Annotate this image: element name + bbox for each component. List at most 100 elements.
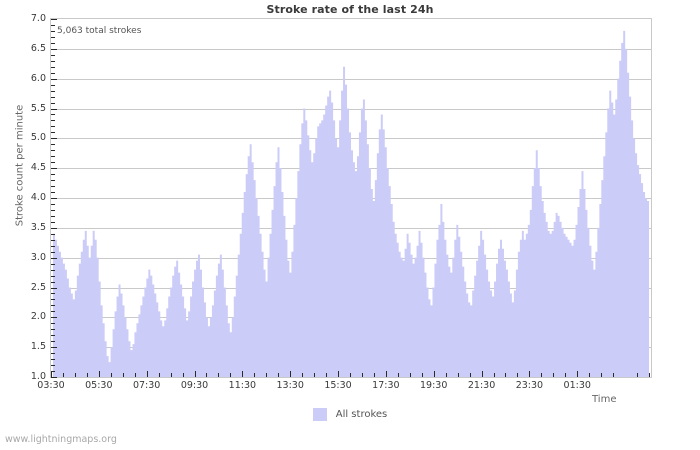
y-tick-minor <box>51 305 55 307</box>
x-tick-minor <box>445 373 447 377</box>
x-tick-minor <box>122 373 124 377</box>
x-tick-minor <box>517 373 519 377</box>
y-tick-minor <box>51 114 55 116</box>
legend-color-swatch <box>312 408 327 421</box>
x-tick-minor <box>601 373 603 377</box>
x-tick-minor <box>541 373 543 377</box>
y-tick-major <box>51 287 57 289</box>
y-tick-major <box>51 78 57 80</box>
y-axis-tick-label: 1.5 <box>30 341 46 353</box>
y-tick-minor <box>51 102 55 104</box>
y-tick-minor <box>51 341 55 343</box>
x-tick-minor <box>565 373 567 377</box>
y-tick-minor <box>51 186 55 188</box>
y-axis-tick-label: 4.0 <box>30 192 46 203</box>
y-tick-minor <box>51 126 55 128</box>
y-tick-minor <box>51 359 55 361</box>
x-axis-tick-label: 15:30 <box>324 380 352 391</box>
y-axis-tick-label: 5.0 <box>30 132 46 144</box>
y-tick-major <box>51 317 57 319</box>
legend-item-all-strokes: All strokes <box>312 408 387 421</box>
x-tick-minor <box>493 373 495 377</box>
y-tick-minor <box>51 269 55 271</box>
x-tick-minor <box>397 373 399 377</box>
x-tick-minor <box>134 373 136 377</box>
y-tick-minor <box>51 371 55 373</box>
x-tick-major <box>481 371 483 377</box>
x-axis-tick-label: 09:30 <box>180 380 209 391</box>
x-tick-minor <box>637 373 639 377</box>
x-axis-tick-label: 03:30 <box>37 380 65 391</box>
x-tick-major <box>242 371 244 377</box>
x-tick-minor <box>62 373 64 377</box>
y-tick-minor <box>51 162 55 164</box>
y-tick-minor <box>51 60 55 62</box>
gridline <box>51 78 651 80</box>
y-tick-major <box>51 257 57 259</box>
x-tick-minor <box>373 373 375 377</box>
y-tick-minor <box>51 132 55 134</box>
x-axis-tick-label: 07:30 <box>132 380 161 391</box>
y-tick-minor <box>51 72 55 74</box>
y-tick-minor <box>51 84 55 86</box>
y-axis-title: Stroke count per minute <box>14 104 26 227</box>
x-tick-major <box>577 371 579 377</box>
x-tick-minor <box>589 373 591 377</box>
chart-title: Stroke rate of the last 24h <box>266 3 434 16</box>
x-tick-minor <box>553 373 555 377</box>
y-tick-minor <box>51 275 55 277</box>
x-axis-title: Time <box>592 394 617 405</box>
y-tick-minor <box>51 215 55 217</box>
y-tick-minor <box>51 281 55 283</box>
y-tick-minor <box>51 329 55 331</box>
chart-legend: All strokes <box>0 408 700 424</box>
x-tick-minor <box>278 373 280 377</box>
y-tick-minor <box>51 66 55 68</box>
y-axis-tick-label: 5.5 <box>30 102 46 114</box>
y-tick-minor <box>51 221 55 223</box>
y-tick-minor <box>51 24 55 26</box>
y-tick-minor <box>51 353 55 355</box>
x-tick-major <box>529 371 531 377</box>
x-tick-minor <box>218 373 220 377</box>
y-tick-minor <box>51 144 55 146</box>
gridline <box>51 48 651 50</box>
x-tick-minor <box>206 373 208 377</box>
y-axis-tick-label: 6.0 <box>30 72 46 84</box>
y-axis-tick-label: 4.5 <box>30 162 46 174</box>
x-tick-minor <box>469 373 471 377</box>
x-tick-minor <box>230 373 232 377</box>
area-series-all-strokes <box>51 30 651 377</box>
y-tick-minor <box>51 263 55 265</box>
y-tick-minor <box>51 299 55 301</box>
y-tick-major <box>51 19 57 20</box>
y-tick-minor <box>51 120 55 122</box>
x-tick-minor <box>74 373 76 377</box>
y-tick-minor <box>51 239 55 241</box>
y-tick-minor <box>51 323 55 325</box>
y-tick-major <box>51 198 57 199</box>
y-tick-major <box>51 168 57 170</box>
y-tick-minor <box>51 96 55 98</box>
y-tick-major <box>51 347 57 349</box>
x-tick-minor <box>350 373 351 377</box>
x-tick-major <box>146 371 148 377</box>
y-axis-tick-label: 2.0 <box>30 311 46 323</box>
y-tick-minor <box>51 251 55 253</box>
gridline <box>51 108 651 110</box>
x-tick-minor <box>361 373 363 377</box>
total-strokes-annotation: 5,063 total strokes <box>57 26 142 36</box>
x-tick-major <box>338 371 340 377</box>
y-tick-minor <box>51 209 55 211</box>
x-axis-tick-label: 11:30 <box>228 380 257 391</box>
y-axis-labels: 7.0 6.5 6.0 5.5 5.0 4.5 4.0 3.5 3.0 2.5 2.0 1.5 1.0 <box>6 0 46 450</box>
y-tick-minor <box>51 180 55 182</box>
x-axis-tick-label: 05:30 <box>85 380 113 391</box>
x-tick-minor <box>302 373 304 377</box>
x-tick-minor <box>182 373 184 377</box>
y-tick-minor <box>51 30 55 32</box>
y-tick-minor <box>51 233 55 235</box>
x-tick-major <box>51 371 52 377</box>
x-axis-tick-label: 21:30 <box>467 380 496 391</box>
y-tick-minor <box>51 54 55 56</box>
